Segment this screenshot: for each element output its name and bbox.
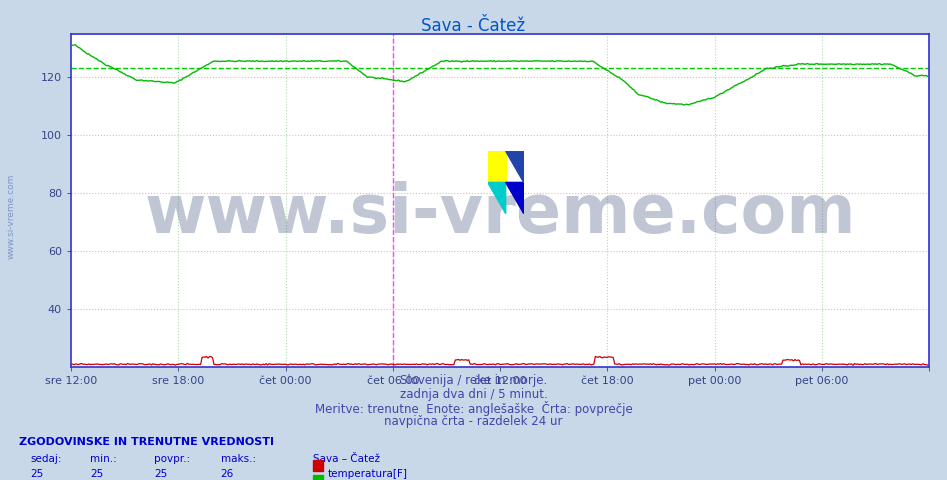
- Polygon shape: [506, 151, 524, 182]
- Text: temperatura[F]: temperatura[F]: [328, 469, 407, 480]
- Text: Meritve: trenutne  Enote: anglešaške  Črta: povprečje: Meritve: trenutne Enote: anglešaške Črta…: [314, 401, 633, 416]
- Text: 25: 25: [30, 469, 44, 480]
- Text: 25: 25: [154, 469, 168, 480]
- Text: www.si-vreme.com: www.si-vreme.com: [7, 173, 16, 259]
- Text: ZGODOVINSKE IN TRENUTNE VREDNOSTI: ZGODOVINSKE IN TRENUTNE VREDNOSTI: [19, 437, 274, 447]
- Text: zadnja dva dni / 5 minut.: zadnja dva dni / 5 minut.: [400, 388, 547, 401]
- Text: sedaj:: sedaj:: [30, 454, 62, 464]
- Text: www.si-vreme.com: www.si-vreme.com: [144, 181, 856, 247]
- Text: Sava - Čatež: Sava - Čatež: [421, 17, 526, 35]
- Text: Slovenija / reke in morje.: Slovenija / reke in morje.: [400, 374, 547, 387]
- Polygon shape: [488, 182, 506, 214]
- Text: navpična črta - razdelek 24 ur: navpična črta - razdelek 24 ur: [384, 415, 563, 428]
- Text: povpr.:: povpr.:: [154, 454, 190, 464]
- Text: min.:: min.:: [90, 454, 116, 464]
- Polygon shape: [506, 182, 524, 214]
- Text: 26: 26: [221, 469, 234, 480]
- Text: 25: 25: [90, 469, 103, 480]
- Text: maks.:: maks.:: [221, 454, 256, 464]
- Bar: [488, 151, 506, 182]
- Text: Sava – Čatež: Sava – Čatež: [313, 454, 380, 464]
